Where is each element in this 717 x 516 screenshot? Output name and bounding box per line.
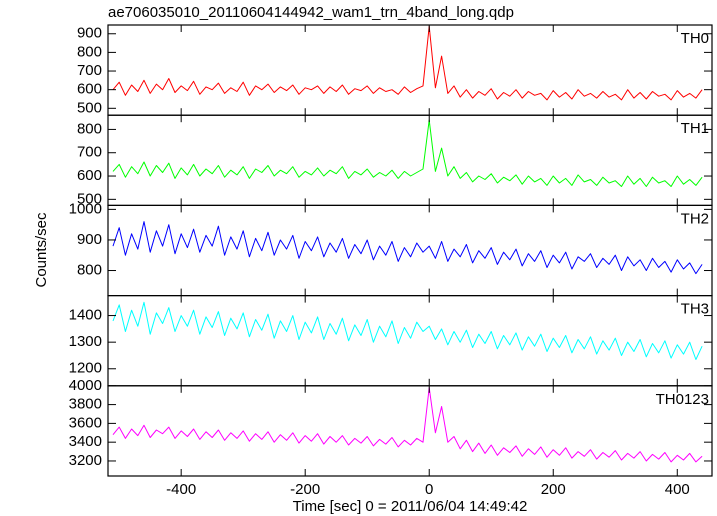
y-tick-label: 3200 (69, 452, 102, 469)
y-tick-label: 1400 (69, 307, 102, 324)
y-tick-label: 3400 (69, 433, 102, 450)
y-tick-label: 500 (77, 190, 102, 207)
x-tick-label: -200 (290, 481, 320, 498)
panel-label: TH0 (681, 30, 709, 47)
y-tick-label: 3800 (69, 396, 102, 413)
x-tick-label: -400 (166, 481, 196, 498)
light-curve (112, 25, 703, 101)
y-tick-label: 800 (77, 261, 102, 278)
panel-frame (107, 114, 713, 206)
y-tick-label: 800 (77, 43, 102, 60)
y-tick-label: 1300 (69, 333, 102, 350)
y-tick-label: 700 (77, 144, 102, 161)
y-tick-label: 600 (77, 167, 102, 184)
panel-label: TH2 (681, 210, 709, 227)
panel-frame (107, 204, 713, 297)
x-tick-label: 0 (425, 481, 433, 498)
chart-title: ae706035010_20110604144942_wam1_trn_4ban… (108, 4, 514, 21)
panel-frame (107, 385, 713, 477)
y-tick-label: 4000 (69, 377, 102, 394)
light-curve (112, 301, 703, 360)
y-tick-label: 700 (77, 62, 102, 79)
panel-label: TH1 (681, 120, 709, 137)
x-tick-label: 200 (541, 481, 566, 498)
panel-frame (107, 295, 713, 387)
x-axis-label: Time [sec] 0 = 2011/06/04 14:49:42 (293, 498, 528, 515)
y-tick-label: 800 (77, 120, 102, 137)
y-tick-label: 600 (77, 81, 102, 98)
light-curve (112, 119, 703, 187)
y-tick-label: 900 (77, 231, 102, 248)
y-tick-label: 500 (77, 99, 102, 116)
panel-frame (107, 24, 713, 116)
y-tick-label: 1200 (69, 360, 102, 377)
light-curve (112, 221, 703, 275)
panel-label: TH0123 (656, 391, 709, 408)
x-tick-label: 400 (665, 481, 690, 498)
y-tick-label: 900 (77, 25, 102, 42)
panel-label: TH3 (681, 301, 709, 318)
y-tick-label: 3600 (69, 414, 102, 431)
light-curve (112, 387, 703, 463)
y-axis-label: Counts/sec (33, 212, 50, 288)
y-tick-label: 1000 (69, 200, 102, 217)
